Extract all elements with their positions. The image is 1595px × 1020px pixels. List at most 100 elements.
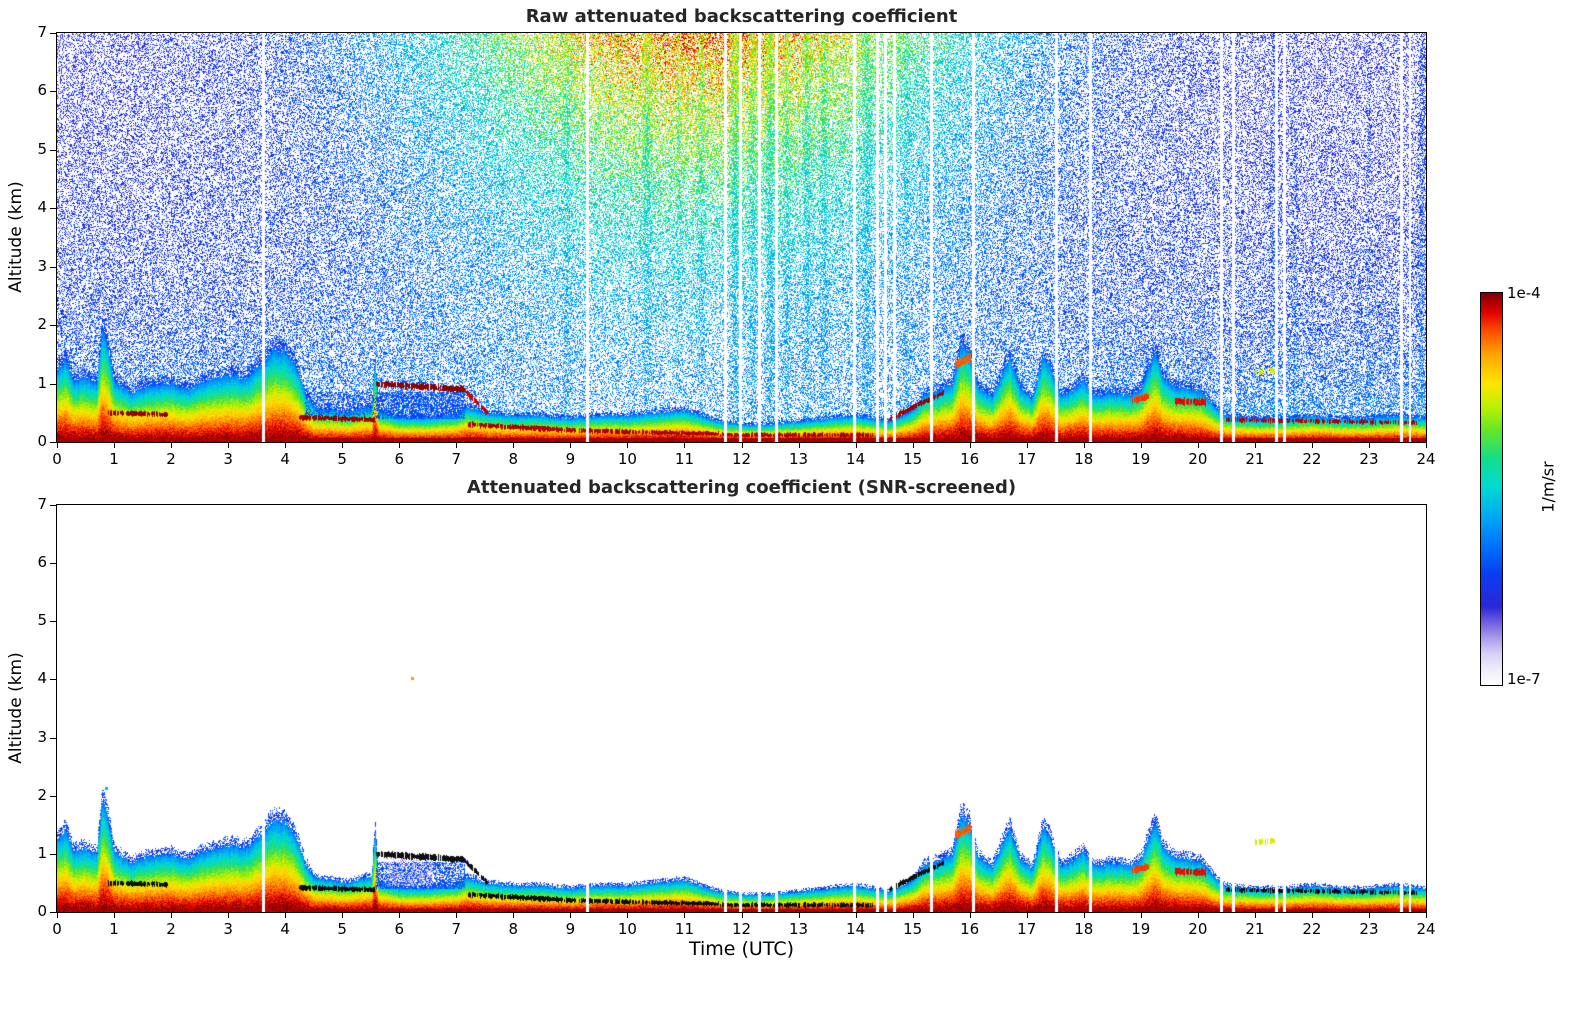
x-tick-mark [1141,913,1142,918]
colorbar-max-label: 1e-4 [1507,284,1541,302]
y-tick-label: 2 [37,315,47,334]
x-tick-mark [742,913,743,918]
y-tick-label: 0 [37,902,47,920]
x-tick-label: 13 [788,920,809,938]
x-tick-label: 19 [1131,450,1151,468]
x-tick-mark [970,443,971,448]
x-tick-mark [913,443,914,448]
x-tick-label: 15 [903,920,923,938]
x-tick-label: 11 [674,450,694,468]
y-tick-mark [50,505,56,506]
x-tick-mark [856,913,857,918]
y-tick-label: 6 [37,553,47,572]
x-tick-label: 0 [52,920,62,938]
x-tick-label: 24 [1416,450,1436,468]
y-tick-label: 3 [37,727,47,746]
raw-panel-title: Raw attenuated backscattering coefficien… [525,6,958,27]
x-tick-mark [570,913,571,918]
x-tick-label: 20 [1188,920,1208,938]
x-tick-mark [1426,913,1427,918]
x-tick-mark [57,443,58,448]
screened-panel-title: Attenuated backscattering coefficient (S… [466,477,1017,498]
y-tick-label: 1 [37,373,47,392]
x-tick-mark [1312,443,1313,448]
y-tick-mark [50,738,56,739]
x-tick-mark [228,443,229,448]
y-tick-label: 0 [37,432,47,450]
x-tick-mark [1027,913,1028,918]
screened-heatmap-plot [56,504,1427,913]
x-tick-label: 1 [109,450,119,468]
x-tick-mark [1141,443,1142,448]
x-tick-label: 13 [788,450,809,468]
x-tick-mark [1198,443,1199,448]
x-tick-label: 8 [508,920,519,938]
x-tick-label: 24 [1416,920,1436,938]
y-tick-label: 7 [37,23,47,41]
x-tick-mark [285,913,286,918]
x-tick-mark [799,913,800,918]
y-tick-mark [50,384,56,385]
x-tick-mark [114,443,115,448]
x-tick-mark [684,913,685,918]
x-tick-label: 2 [166,450,176,468]
screened-heatmap-canvas [57,505,1426,912]
x-tick-mark [228,913,229,918]
y-tick-label: 3 [37,256,47,275]
x-tick-label: 4 [280,920,290,938]
x-tick-label: 0 [52,450,62,468]
y-tick-mark [50,442,56,443]
x-tick-mark [742,443,743,448]
x-tick-mark [1312,913,1313,918]
x-tick-label: 7 [451,920,462,938]
colorbar-units-label: 1/m/sr [1538,461,1558,513]
y-tick-mark [50,563,56,564]
y-tick-label: 4 [37,198,47,217]
x-tick-mark [1255,913,1256,918]
x-tick-label: 14 [846,920,866,938]
x-tick-mark [570,443,571,448]
y-tick-mark [50,208,56,209]
x-tick-mark [1255,443,1256,448]
x-tick-mark [399,913,400,918]
colorbar [1480,292,1503,686]
x-tick-mark [1027,443,1028,448]
x-tick-mark [1084,443,1085,448]
x-tick-label: 10 [617,450,637,468]
x-tick-label: 23 [1359,450,1379,468]
y-tick-label: 4 [37,669,47,688]
x-tick-label: 20 [1188,450,1208,468]
x-tick-label: 9 [565,450,576,468]
x-tick-label: 16 [960,450,980,468]
x-tick-label: 17 [1017,920,1037,938]
x-tick-mark [799,443,800,448]
x-tick-mark [684,443,685,448]
y-tick-mark [50,150,56,151]
x-tick-label: 7 [451,450,462,468]
y-tick-mark [50,854,56,855]
y-tick-label: 2 [37,785,47,804]
x-tick-mark [285,443,286,448]
x-tick-label: 5 [337,450,347,468]
x-tick-label: 18 [1074,450,1094,468]
x-tick-label: 4 [280,450,290,468]
x-tick-mark [856,443,857,448]
x-tick-mark [342,913,343,918]
x-tick-mark [970,913,971,918]
colorbar-min-label: 1e-7 [1507,670,1541,688]
y-tick-label: 5 [37,139,47,158]
raw-heatmap-plot [56,32,1427,443]
x-tick-label: 6 [394,450,405,468]
y-tick-mark [50,267,56,268]
y-tick-mark [50,912,56,913]
x-tick-label: 3 [223,450,233,468]
x-tick-label: 12 [731,920,752,938]
x-tick-label: 21 [1245,920,1265,938]
x-axis-label: Time (UTC) [688,938,795,960]
x-tick-label: 2 [166,920,176,938]
x-tick-mark [627,913,628,918]
x-tick-mark [114,913,115,918]
y-tick-mark [50,679,56,680]
colorbar-gradient [1481,293,1502,685]
